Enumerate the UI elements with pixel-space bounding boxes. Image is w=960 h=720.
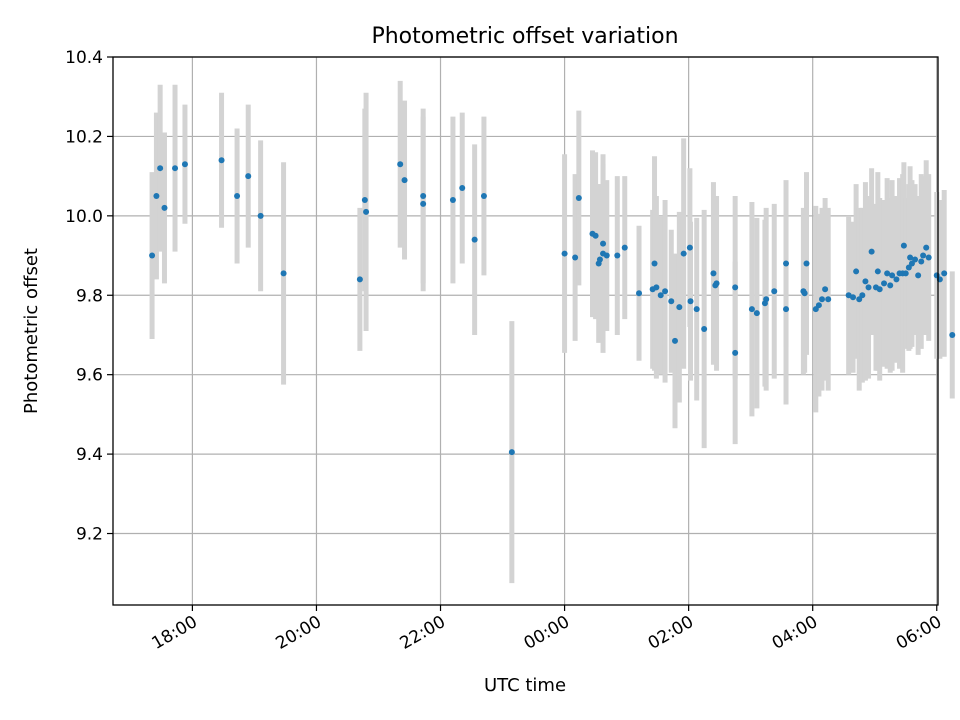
data-point <box>876 286 883 293</box>
data-point <box>783 260 790 267</box>
data-point <box>161 204 168 211</box>
data-point <box>783 306 790 313</box>
data-point <box>687 298 694 305</box>
data-point <box>713 280 720 287</box>
data-point <box>280 270 287 277</box>
data-point <box>887 282 894 289</box>
data-point <box>149 252 156 259</box>
data-point <box>614 252 621 259</box>
data-point <box>825 296 832 303</box>
data-point <box>949 331 956 338</box>
data-point <box>686 244 693 251</box>
data-point <box>600 240 607 247</box>
data-point <box>603 252 610 259</box>
data-point <box>676 304 683 311</box>
data-point <box>662 288 669 295</box>
data-point <box>923 244 930 251</box>
y-tick-label: 9.4 <box>76 445 103 465</box>
y-tick-label: 9.8 <box>76 286 103 306</box>
data-point <box>771 288 778 295</box>
data-point <box>172 165 179 172</box>
data-point <box>693 306 700 313</box>
y-tick-label: 10.2 <box>65 127 103 147</box>
data-point <box>710 270 717 277</box>
data-point <box>257 212 264 219</box>
data-point <box>753 310 760 317</box>
data-point <box>234 192 241 199</box>
data-point <box>859 292 866 299</box>
y-axis-label: Photometric offset <box>21 248 42 414</box>
data-point <box>572 254 579 261</box>
data-point <box>680 250 687 257</box>
data-point <box>181 161 188 168</box>
data-point <box>218 157 225 164</box>
data-point <box>801 290 808 297</box>
data-point <box>651 260 658 267</box>
data-point <box>449 196 456 203</box>
data-point <box>893 276 900 283</box>
x-axis-label: UTC time <box>484 675 566 696</box>
data-point <box>881 280 888 287</box>
data-point <box>900 242 907 249</box>
data-point <box>471 236 478 243</box>
data-point <box>397 161 404 168</box>
data-point <box>853 268 860 275</box>
data-point <box>918 258 925 265</box>
data-point <box>561 250 568 257</box>
y-tick-label: 10.0 <box>65 207 103 227</box>
data-point <box>803 260 810 267</box>
data-point <box>915 272 922 279</box>
data-point <box>889 272 896 279</box>
data-point <box>862 278 869 285</box>
data-point <box>401 177 408 184</box>
data-point <box>907 254 914 261</box>
data-point <box>153 192 160 199</box>
y-tick-label: 9.6 <box>76 366 103 386</box>
data-point <box>732 284 739 291</box>
data-point <box>941 270 948 277</box>
data-point <box>596 256 603 263</box>
data-point <box>819 296 826 303</box>
data-point <box>157 165 164 172</box>
data-point <box>363 208 370 215</box>
data-point <box>671 337 678 344</box>
data-point <box>361 196 368 203</box>
data-point <box>912 256 919 263</box>
data-point <box>763 296 770 303</box>
data-point <box>636 290 643 297</box>
data-point <box>865 284 872 291</box>
data-point <box>480 192 487 199</box>
data-point <box>459 185 466 192</box>
data-point <box>701 326 708 333</box>
data-point <box>925 254 932 261</box>
data-point <box>732 349 739 356</box>
data-points <box>149 157 956 456</box>
data-point <box>356 276 363 283</box>
data-point <box>653 284 660 291</box>
data-point <box>850 294 857 301</box>
data-point <box>420 192 427 199</box>
data-point <box>575 194 582 201</box>
data-point <box>621 244 628 251</box>
data-point <box>592 232 599 239</box>
data-point <box>868 248 875 255</box>
data-point <box>668 298 675 305</box>
data-point <box>508 449 515 456</box>
data-point <box>884 270 891 277</box>
data-point <box>815 302 822 309</box>
data-point <box>657 292 664 299</box>
plot-frame <box>112 56 939 606</box>
data-point <box>245 173 252 180</box>
data-point <box>920 252 927 259</box>
data-point <box>822 286 829 293</box>
data-point <box>748 306 755 313</box>
data-point <box>874 268 881 275</box>
y-tick-label: 9.2 <box>76 525 103 545</box>
data-point <box>902 270 909 277</box>
data-point <box>420 200 427 207</box>
y-tick-label: 10.4 <box>65 48 103 68</box>
chart-title: Photometric offset variation <box>371 24 678 49</box>
